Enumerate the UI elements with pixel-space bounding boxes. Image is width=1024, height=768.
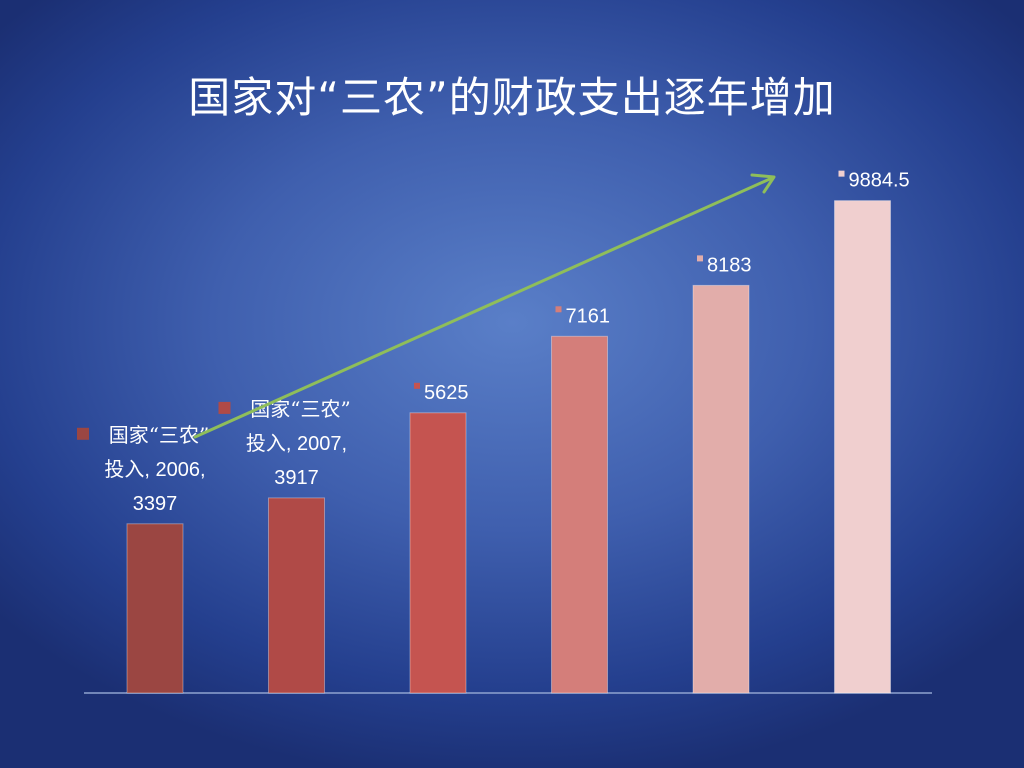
data-label: 8183	[707, 254, 752, 276]
data-label: 国家“三农”	[250, 397, 350, 421]
bar	[692, 284, 750, 694]
bar	[126, 523, 184, 694]
bar	[551, 335, 608, 694]
trend-arrow-line	[193, 176, 774, 439]
data-label: 7161	[566, 305, 611, 327]
data-label-key	[77, 427, 89, 440]
data-label: 投入, 2007,	[246, 432, 347, 455]
slide-title: 国家对“三农”的财政支出逐年增加	[188, 73, 836, 122]
data-label-key	[555, 306, 562, 313]
data-label: 5625	[424, 382, 469, 404]
data-label-key	[414, 382, 420, 389]
bar	[268, 497, 325, 694]
bar	[834, 200, 891, 694]
data-label: 3917	[274, 467, 319, 489]
bar	[409, 412, 467, 694]
data-label: 国家“三农”	[109, 423, 209, 447]
data-label: 投入, 2006,	[104, 458, 205, 481]
trend-arrow-head-icon	[750, 173, 776, 194]
data-label: 9884.5	[849, 170, 910, 192]
data-label-key	[218, 401, 231, 414]
data-label: 3397	[133, 493, 178, 515]
data-label-key	[697, 255, 703, 262]
data-label-key	[838, 170, 845, 177]
